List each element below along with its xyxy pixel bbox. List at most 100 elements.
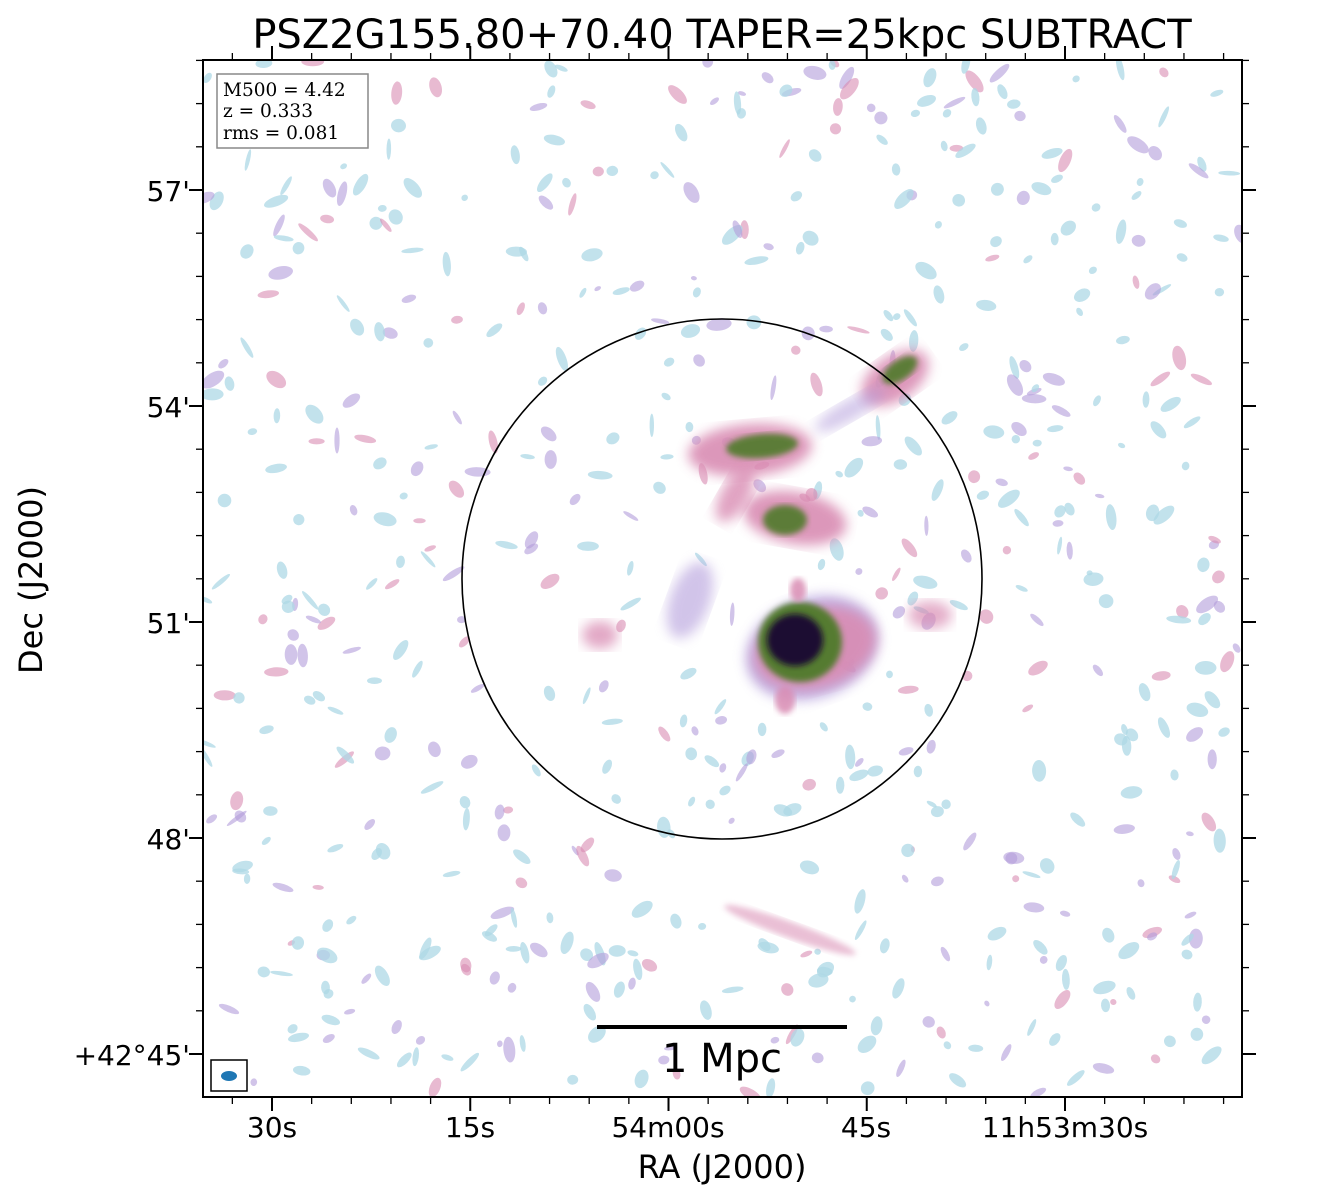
noise-blob bbox=[1011, 421, 1027, 437]
info-box: M500 = 4.42 z = 0.333 rms = 0.081 bbox=[216, 73, 369, 149]
noise-blob bbox=[892, 606, 906, 619]
noise-blob bbox=[835, 776, 845, 794]
noise-blob bbox=[817, 558, 826, 571]
noise-blob bbox=[616, 619, 626, 633]
noise-blob bbox=[1113, 824, 1135, 834]
noise-blob bbox=[1052, 520, 1064, 527]
noise-blob bbox=[1207, 749, 1217, 770]
noise-blob bbox=[488, 430, 498, 454]
noise-blob bbox=[364, 819, 376, 830]
noise-blob bbox=[923, 68, 937, 88]
noise-blob bbox=[520, 941, 530, 964]
noise-blob bbox=[1016, 190, 1030, 206]
noise-blob bbox=[224, 376, 235, 391]
noise-blob bbox=[336, 746, 355, 764]
noise-blob bbox=[374, 322, 385, 342]
noise-blob bbox=[926, 739, 936, 754]
noise-blob bbox=[1188, 163, 1209, 179]
noise-blob bbox=[369, 216, 383, 230]
noise-blob bbox=[1184, 911, 1197, 919]
noise-blob bbox=[384, 727, 397, 743]
noise-blob bbox=[1196, 595, 1219, 614]
noise-blob bbox=[1039, 858, 1055, 874]
noise-blob bbox=[892, 313, 901, 320]
noise-blob bbox=[588, 1025, 606, 1043]
noise-blob bbox=[1019, 359, 1032, 373]
noise-blob bbox=[244, 149, 252, 171]
noise-blob bbox=[800, 950, 813, 958]
noise-blob bbox=[628, 977, 636, 990]
middle-knot-core bbox=[763, 505, 807, 535]
noise-blob bbox=[1002, 545, 1012, 555]
noise-blob bbox=[987, 926, 1007, 941]
noise-blob bbox=[412, 660, 423, 678]
noise-blob bbox=[839, 77, 859, 100]
noise-blob bbox=[839, 66, 855, 89]
noise-blob bbox=[206, 814, 218, 824]
noise-blob bbox=[660, 162, 675, 178]
noise-blob bbox=[321, 1014, 340, 1026]
noise-blob bbox=[811, 1052, 824, 1064]
noise-blob bbox=[790, 1028, 805, 1047]
noise-blob bbox=[420, 551, 436, 568]
noise-blob bbox=[264, 667, 289, 677]
noise-blob bbox=[484, 924, 498, 937]
noise-blob bbox=[691, 726, 699, 736]
noise-blob bbox=[926, 800, 937, 808]
noise-blob bbox=[763, 243, 774, 251]
noise-blob bbox=[423, 338, 434, 348]
noise-blob bbox=[203, 191, 215, 204]
noise-blob bbox=[985, 254, 1000, 262]
noise-blob bbox=[258, 614, 268, 625]
scalebar-label: 1 Mpc bbox=[662, 1036, 782, 1082]
noise-blob bbox=[883, 310, 894, 322]
noise-blob bbox=[803, 65, 827, 80]
noise-blob bbox=[1201, 1046, 1222, 1065]
noise-blob bbox=[963, 832, 977, 851]
noise-blob bbox=[442, 251, 451, 277]
noise-blob bbox=[317, 616, 336, 630]
noise-blob bbox=[1014, 110, 1026, 122]
noise-blob bbox=[714, 699, 727, 715]
noise-blob bbox=[516, 302, 525, 316]
noise-blob bbox=[1172, 848, 1181, 860]
noise-blob bbox=[1049, 1033, 1061, 1046]
noise-blob bbox=[1181, 461, 1190, 471]
noise-blob bbox=[1066, 1070, 1085, 1086]
noise-blob bbox=[968, 1044, 984, 1052]
noise-blob bbox=[835, 470, 844, 478]
noise-blob bbox=[399, 492, 408, 500]
noise-blob bbox=[1030, 1087, 1047, 1097]
noise-blob bbox=[1150, 371, 1171, 387]
noise-blob bbox=[1014, 508, 1029, 527]
noise-blob bbox=[894, 189, 914, 209]
plot-area: 1 Mpc M500 = 4.42 z = 0.333 rms = 0.081 bbox=[202, 59, 1243, 1098]
noise-blob bbox=[530, 942, 548, 958]
core-tip bbox=[790, 578, 806, 602]
noise-blob bbox=[660, 454, 674, 460]
noise-blob bbox=[1137, 879, 1145, 888]
noise-blob bbox=[213, 690, 236, 701]
emission-layer bbox=[582, 349, 952, 956]
noise-blob bbox=[391, 1020, 402, 1034]
noise-blob bbox=[661, 392, 671, 401]
noise-blob bbox=[1066, 541, 1073, 560]
noise-blob bbox=[961, 60, 971, 74]
noise-blob bbox=[672, 1068, 681, 1080]
noise-blob bbox=[833, 98, 843, 116]
noise-blob bbox=[562, 177, 571, 188]
noise-blob bbox=[538, 195, 554, 210]
noise-blob bbox=[342, 646, 361, 654]
noise-blob bbox=[790, 191, 803, 202]
noise-blob bbox=[317, 947, 338, 964]
noise-blob bbox=[217, 493, 232, 508]
noise-blob bbox=[410, 461, 424, 477]
noise-blob bbox=[505, 246, 527, 257]
noise-blob bbox=[862, 702, 873, 711]
noise-blob bbox=[587, 470, 613, 480]
noise-blob bbox=[367, 677, 382, 684]
x-tick-label: 11h53m30s bbox=[982, 1111, 1149, 1144]
noise-blob bbox=[901, 843, 915, 858]
noise-blob bbox=[520, 454, 535, 460]
noise-blob bbox=[587, 952, 609, 969]
